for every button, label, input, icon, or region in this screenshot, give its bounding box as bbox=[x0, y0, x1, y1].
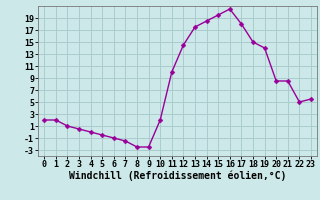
X-axis label: Windchill (Refroidissement éolien,°C): Windchill (Refroidissement éolien,°C) bbox=[69, 171, 286, 181]
